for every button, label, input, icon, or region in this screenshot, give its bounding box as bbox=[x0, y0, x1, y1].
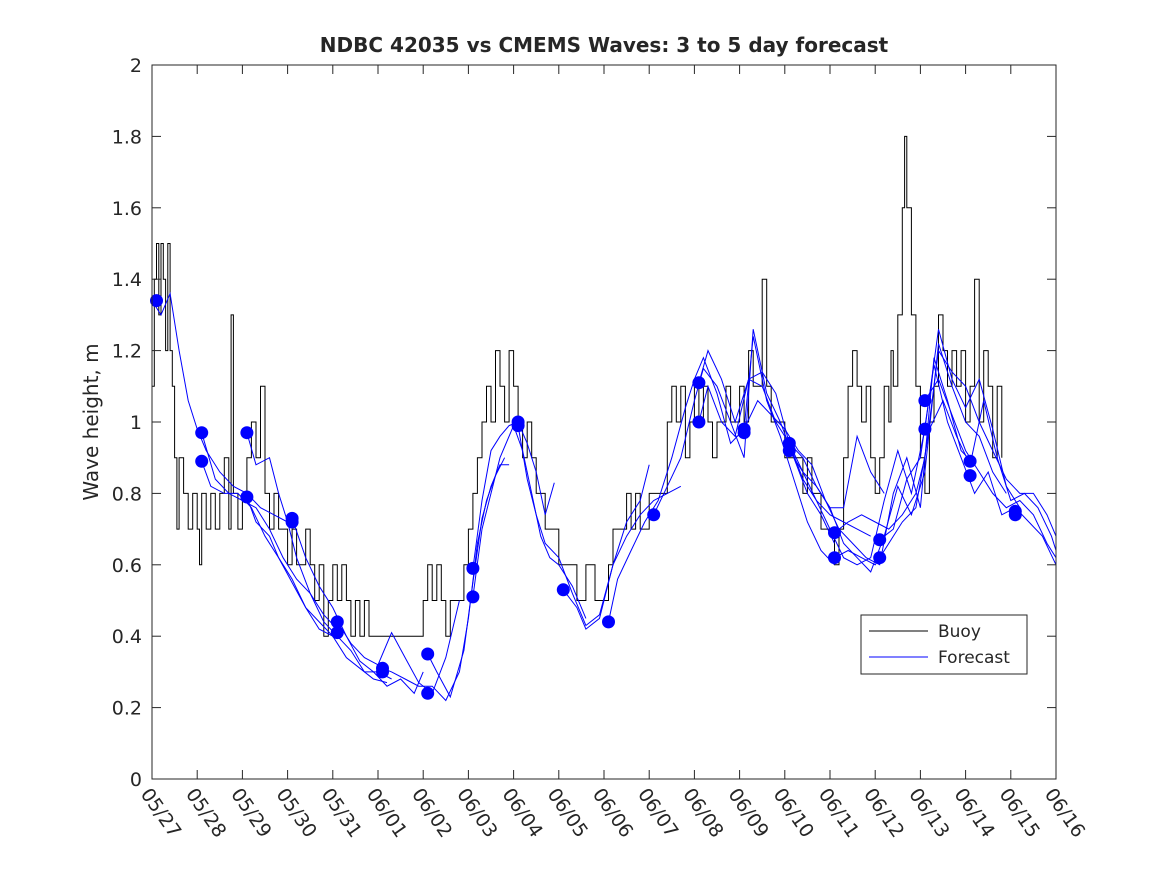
forecast-marker bbox=[692, 415, 706, 429]
forecast-marker bbox=[602, 615, 615, 629]
series-forecast-line bbox=[788, 343, 1007, 573]
legend-box bbox=[860, 614, 1028, 675]
series-forecast-line bbox=[788, 329, 1021, 566]
series-forecast-line bbox=[201, 461, 334, 637]
forecast-marker bbox=[828, 526, 841, 540]
forecast-marker bbox=[466, 561, 480, 575]
forecast-marker bbox=[421, 647, 435, 661]
forecast-marker bbox=[647, 508, 661, 522]
series-forecast-line bbox=[834, 349, 1057, 537]
series-forecast-line bbox=[201, 432, 338, 630]
forecast-marker bbox=[873, 533, 887, 547]
forecast-marker bbox=[330, 626, 344, 640]
forecast-marker bbox=[963, 454, 977, 468]
y-tick-label: 0.4 bbox=[112, 626, 142, 648]
y-axis-label: Wave height, m bbox=[79, 343, 103, 500]
y-tick-label: 1.2 bbox=[112, 341, 142, 363]
chart-title: NDBC 42035 vs CMEMS Waves: 3 to 5 day fo… bbox=[320, 33, 889, 57]
forecast-marker bbox=[240, 426, 254, 440]
series-forecast-line bbox=[151, 291, 288, 523]
series-forecast-line bbox=[608, 336, 835, 623]
legend-label-forecast: Forecast bbox=[938, 648, 1010, 668]
series-forecast-line bbox=[246, 496, 388, 684]
series-forecast-line bbox=[698, 349, 871, 537]
forecast-marker bbox=[285, 515, 299, 529]
forecast-marker bbox=[466, 590, 480, 604]
y-axis: 0 0.2 0.4 0.6 0.8 1 1.2 1.4 1.6 1.8 2 bbox=[112, 55, 1056, 791]
forecast-marker bbox=[692, 376, 706, 390]
series-forecast-line bbox=[834, 399, 1057, 566]
legend: Buoy Forecast bbox=[860, 614, 1028, 675]
y-tick-label: 0.6 bbox=[112, 555, 142, 577]
y-tick-label: 1.8 bbox=[112, 126, 142, 148]
forecast-marker bbox=[150, 294, 163, 308]
legend-label-buoy: Buoy bbox=[938, 622, 981, 642]
y-tick-label: 2 bbox=[130, 55, 142, 77]
forecast-marker bbox=[737, 426, 751, 440]
forecast-marker bbox=[511, 419, 525, 433]
forecast-marker bbox=[330, 615, 344, 629]
forecast-marker bbox=[782, 444, 796, 458]
forecast-marker bbox=[1008, 508, 1022, 522]
series-forecast-line bbox=[291, 518, 424, 695]
series-forecast-line bbox=[427, 464, 510, 699]
forecast-marker bbox=[195, 426, 209, 440]
series-buoy-line bbox=[152, 135, 1003, 637]
forecast-marker bbox=[828, 551, 841, 565]
y-tick-label: 0 bbox=[130, 769, 142, 791]
forecast-marker bbox=[240, 490, 254, 504]
series-forecast-line bbox=[924, 378, 1057, 558]
forecast-marker bbox=[376, 665, 389, 679]
y-tick-label: 1.6 bbox=[112, 198, 142, 220]
series-forecast-line bbox=[653, 329, 835, 544]
forecast-marker bbox=[963, 469, 977, 483]
forecast-marker bbox=[556, 583, 570, 597]
forecast-marker bbox=[918, 422, 932, 436]
series-forecast-line bbox=[562, 485, 682, 630]
forecast-marker bbox=[421, 686, 435, 700]
forecast-marker bbox=[918, 394, 932, 408]
series-forecast-line bbox=[472, 424, 587, 619]
y-tick-label: 1.4 bbox=[112, 269, 142, 291]
y-tick-label: 1 bbox=[130, 412, 142, 434]
y-tick-label: 0.8 bbox=[112, 483, 142, 505]
series-forecast-line bbox=[517, 425, 650, 627]
forecast-marker bbox=[195, 454, 209, 468]
forecast-marker bbox=[873, 551, 887, 565]
plot-area bbox=[150, 135, 1057, 702]
y-tick-label: 0.2 bbox=[112, 698, 142, 720]
